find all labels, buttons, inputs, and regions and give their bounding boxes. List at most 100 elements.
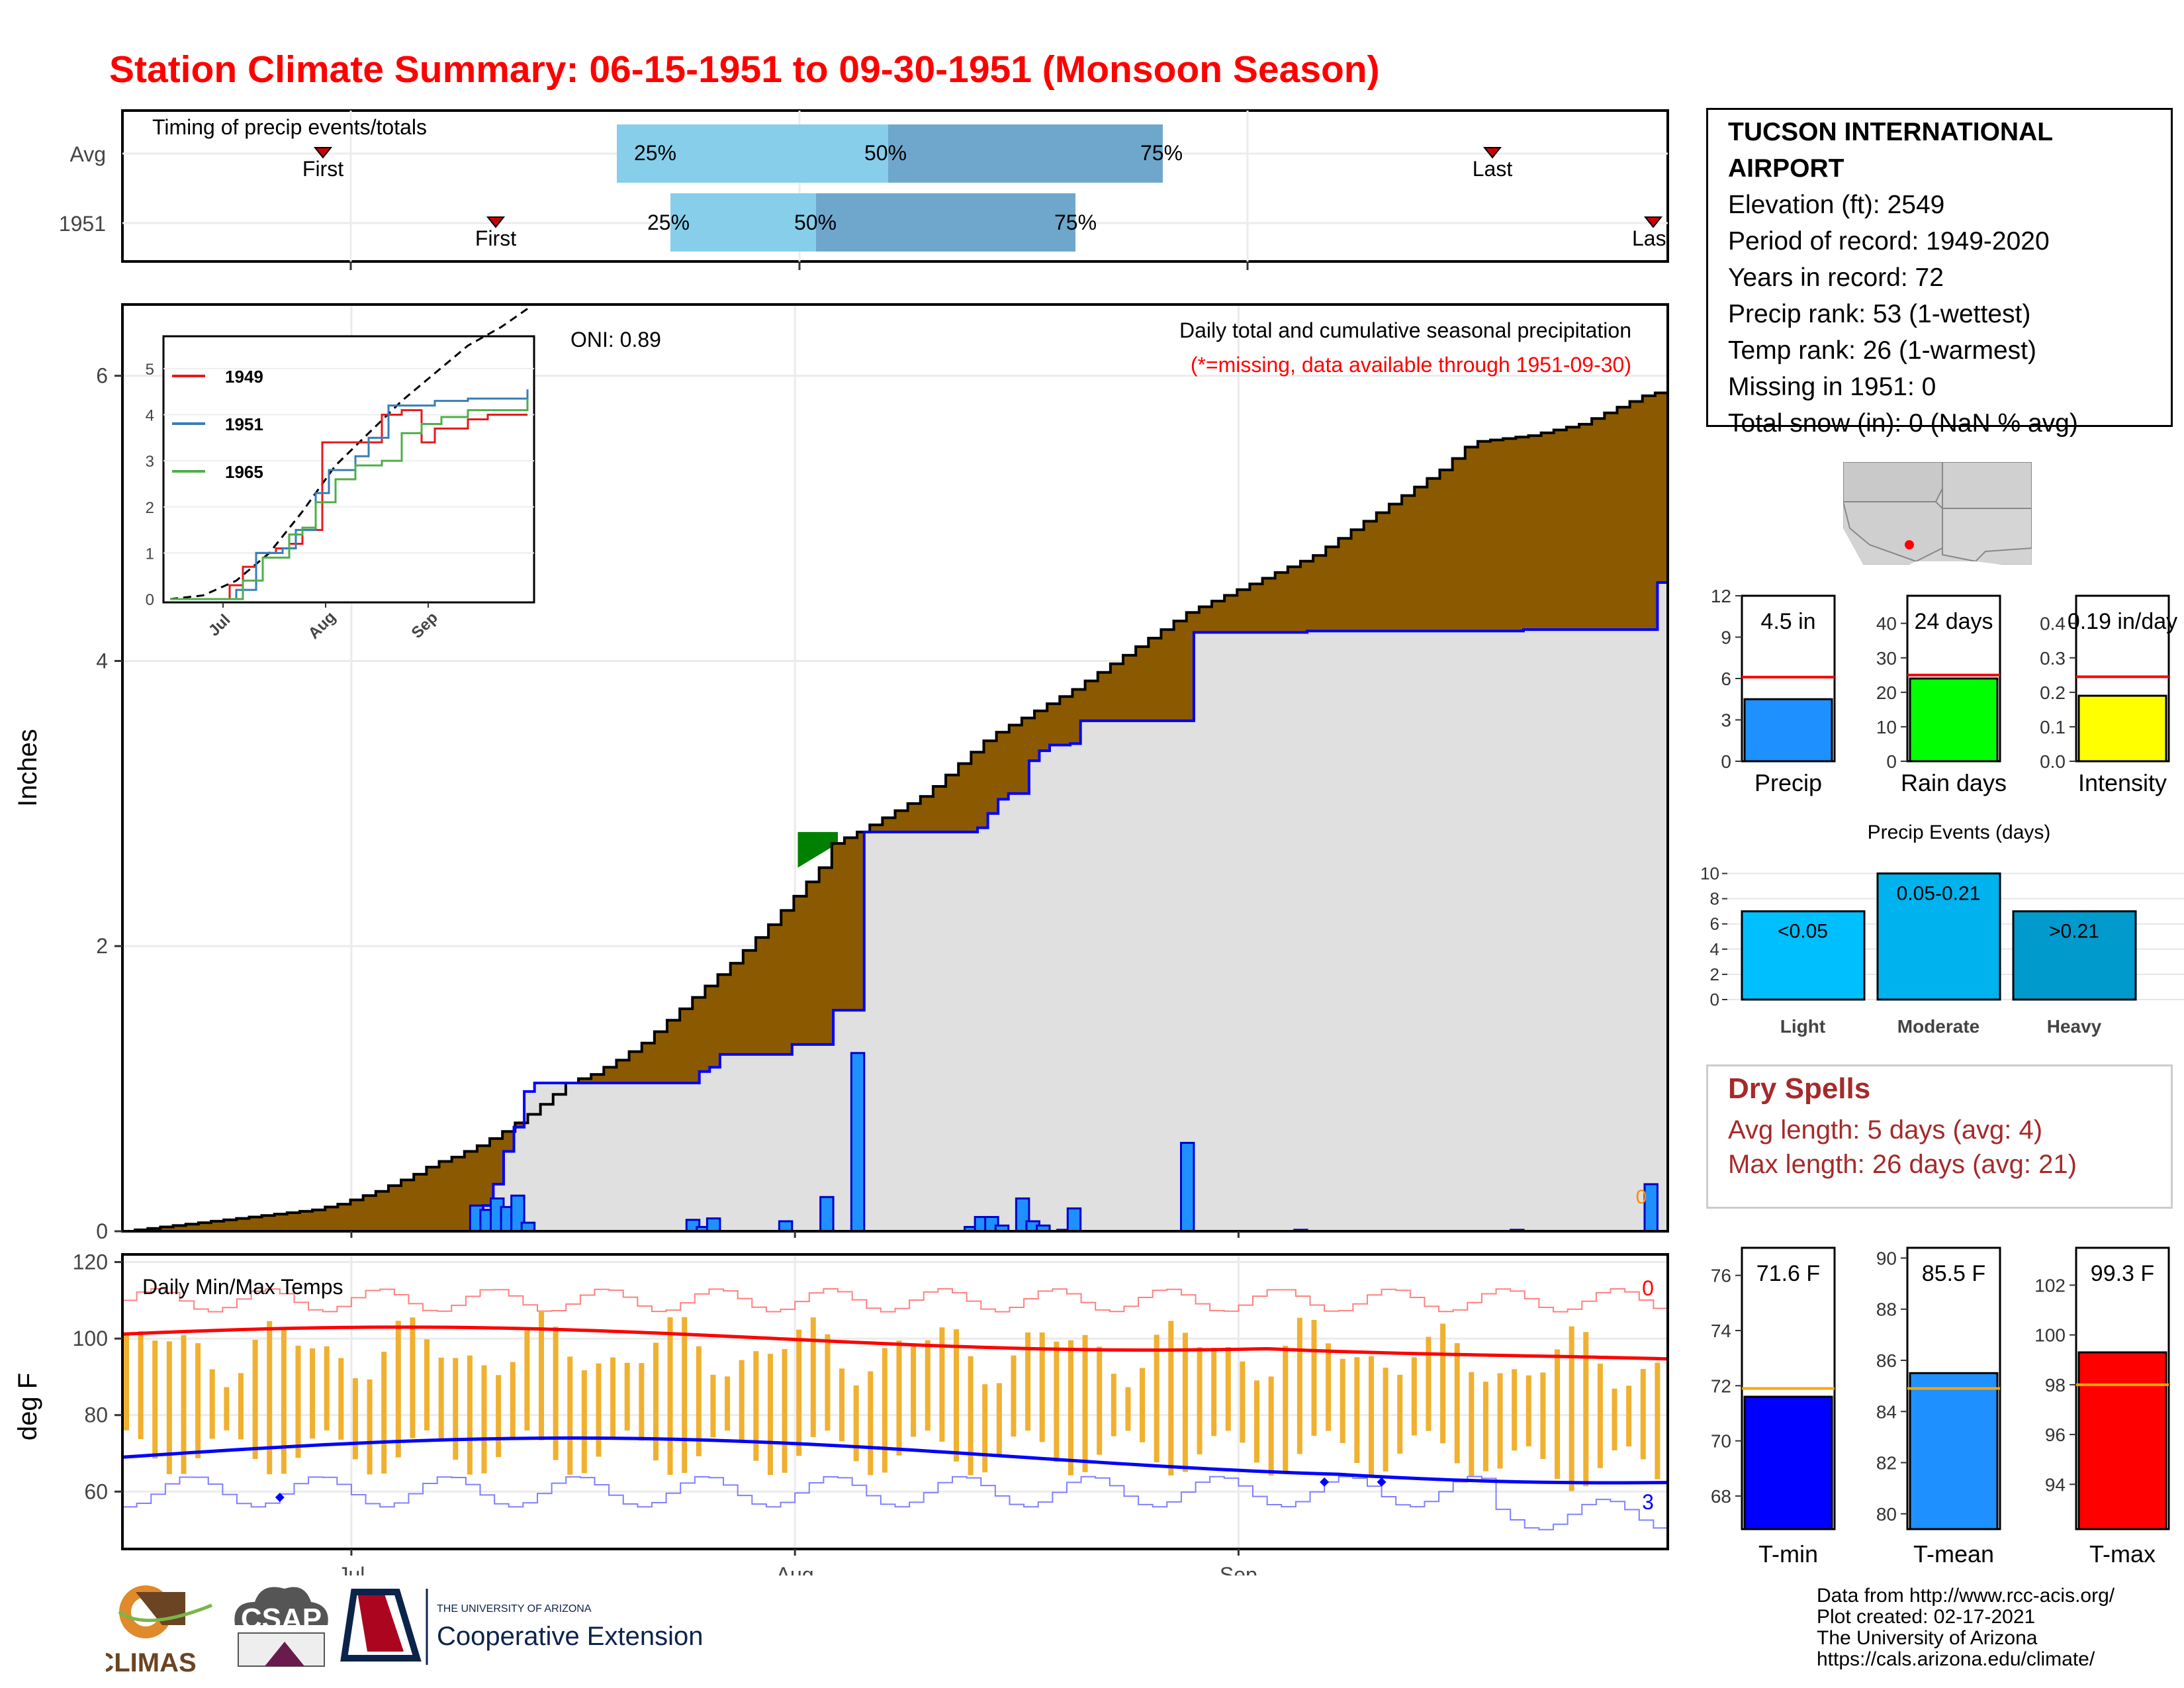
yr-p75: 75% xyxy=(1054,211,1097,234)
avg-first-marker xyxy=(313,147,333,159)
daily-temp-bar xyxy=(624,1362,630,1430)
daily-temp-bar xyxy=(310,1348,316,1439)
temp-y-tick-label: 80 xyxy=(84,1403,108,1427)
summary-tick-label: 96 xyxy=(2045,1425,2066,1445)
daily-temp-bar xyxy=(1125,1387,1131,1431)
daily-temp-bar xyxy=(1039,1332,1045,1442)
events-bar-label: 0.05-0.21 xyxy=(1897,883,1981,905)
summary-bar-t-mean: 80 82 84 86 88 90 85.5 F T-mean xyxy=(1876,1246,2001,1568)
daily-temp-bar xyxy=(424,1339,430,1430)
above-average-area xyxy=(797,831,839,868)
daily-temp-bar xyxy=(810,1317,816,1437)
temp-y-tick-label: 60 xyxy=(84,1479,108,1503)
daily-precip-bar xyxy=(819,1196,835,1233)
daily-temp-bar xyxy=(1025,1332,1031,1431)
summary-value-label: 99.3 F xyxy=(2091,1261,2154,1286)
daily-temp-bar xyxy=(753,1351,759,1461)
summary-tick-label: 10 xyxy=(1876,717,1897,737)
daily-temp-bar xyxy=(381,1352,387,1474)
temp-summary-bars: 68 70 72 74 76 71.6 F T-min 80 82 84 86 88 90 85.5 F T… xyxy=(1711,1246,2170,1568)
ua-logo: THE UNIVERSITY OF ARIZONA Cooperative Ex… xyxy=(340,1589,703,1665)
daily-temp-bar xyxy=(166,1341,172,1474)
precip-subtitle: Daily total and cumulative seasonal prec… xyxy=(1179,318,1631,342)
summary-tick-label: 90 xyxy=(1876,1248,1897,1268)
avg-first-label: First xyxy=(302,157,343,181)
daily-temp-bar xyxy=(1011,1355,1017,1437)
daily-temp-bar xyxy=(1168,1321,1174,1476)
events-bar xyxy=(1876,872,2001,1001)
summary-tick-label: 0.4 xyxy=(2040,614,2066,634)
daily-temp-bar xyxy=(1525,1375,1531,1446)
events-tick-label: 8 xyxy=(1710,889,1719,909)
summary-bar-precip: 0 3 6 9 12 4.5 in Precip xyxy=(1711,586,1836,796)
summary-tick-label: 6 xyxy=(1721,669,1731,689)
summary-tick-label: 80 xyxy=(1876,1504,1897,1524)
daily-temp-bar xyxy=(725,1376,731,1431)
events-tick-label: 10 xyxy=(1700,864,1719,884)
daily-temp-bar xyxy=(825,1334,831,1431)
summary-tick-label: 0 xyxy=(1886,751,1897,772)
station-snow: Total snow (in): 0 (NaN % avg) xyxy=(1728,409,2078,438)
events-tick-label: 4 xyxy=(1710,939,1719,959)
summary-bar-fill xyxy=(1743,698,1833,763)
summary-bar-label: T-min xyxy=(1758,1540,1818,1568)
daily-temp-bar xyxy=(925,1340,931,1431)
daily-temp-bar xyxy=(510,1362,516,1438)
daily-temp-bar xyxy=(1240,1361,1246,1443)
daily-temp-bar xyxy=(252,1339,258,1459)
yr-first-marker xyxy=(486,216,506,228)
daily-temp-bar xyxy=(152,1340,158,1459)
avg-min-line xyxy=(122,1436,1668,1485)
inset-y-tick-label: 0 xyxy=(146,591,154,609)
yr-50-75-bar xyxy=(816,193,1075,252)
daily-temp-bar xyxy=(1482,1382,1488,1472)
summary-tick-label: 40 xyxy=(1876,614,1897,634)
avg-25-50-bar xyxy=(617,124,888,183)
inset-y-tick-label: 2 xyxy=(146,499,154,517)
daily-temp-bar xyxy=(352,1378,358,1460)
daily-temp-bar xyxy=(911,1344,917,1437)
daily-precip-bar xyxy=(705,1217,721,1233)
daily-temp-bar xyxy=(1340,1358,1345,1443)
summary-tick-label: 0.1 xyxy=(2040,717,2066,737)
daily-temp-bar xyxy=(1326,1343,1332,1431)
station-location-marker xyxy=(1905,540,1914,549)
summary-tick-label: 72 xyxy=(1711,1376,1731,1396)
summary-tick-label: 84 xyxy=(1876,1401,1897,1422)
yr-first-label: First xyxy=(475,226,516,250)
daily-temp-bar xyxy=(853,1385,859,1462)
record-low-marker xyxy=(1377,1477,1387,1487)
summary-bar-label: Rain days xyxy=(1901,769,2007,796)
inset-legend: 1949 1951 1965 xyxy=(172,367,263,482)
timing-title: Timing of precip events/totals xyxy=(152,115,427,139)
daily-temp-bar xyxy=(1268,1376,1274,1476)
daily-temp-bar xyxy=(367,1379,373,1475)
inset-y-tick-label: 5 xyxy=(146,361,154,379)
avg-last-label: Last xyxy=(1473,157,1513,181)
daily-temp-bar xyxy=(224,1387,230,1430)
locator-map xyxy=(1843,462,2032,565)
events-tick-label: 6 xyxy=(1710,914,1719,934)
summary-tick-label: 30 xyxy=(1876,648,1897,669)
summary-tick-label: 102 xyxy=(2034,1275,2066,1295)
daily-temp-bar xyxy=(395,1321,401,1458)
summary-value-label: 71.6 F xyxy=(1756,1261,1820,1286)
avg-cumulative-line xyxy=(122,390,1669,1233)
summary-tick-label: 9 xyxy=(1721,628,1731,648)
summary-tick-label: 0.0 xyxy=(2040,751,2066,772)
summary-value-label: 4.5 in xyxy=(1760,609,1815,634)
daily-temp-bar xyxy=(767,1354,773,1476)
events-tick-label: 0 xyxy=(1710,990,1719,1009)
summary-tick-label: 86 xyxy=(1876,1350,1897,1371)
daily-temp-bar xyxy=(1140,1368,1146,1442)
daily-temp-bar xyxy=(238,1373,244,1440)
daily-temp-bar xyxy=(267,1321,273,1475)
daily-temp-bar xyxy=(1368,1356,1374,1476)
yr-p50: 50% xyxy=(794,211,837,234)
daily-temp-bar xyxy=(181,1335,187,1474)
precip-events-chart: Precip Events (days) <0.05 Light 0.05-0.21 M… xyxy=(1700,821,2184,1037)
daily-temp-bar xyxy=(953,1329,959,1462)
credit-line: Plot created: 02-17-2021 xyxy=(1817,1606,2036,1628)
daily-temp-bar xyxy=(1082,1335,1088,1472)
